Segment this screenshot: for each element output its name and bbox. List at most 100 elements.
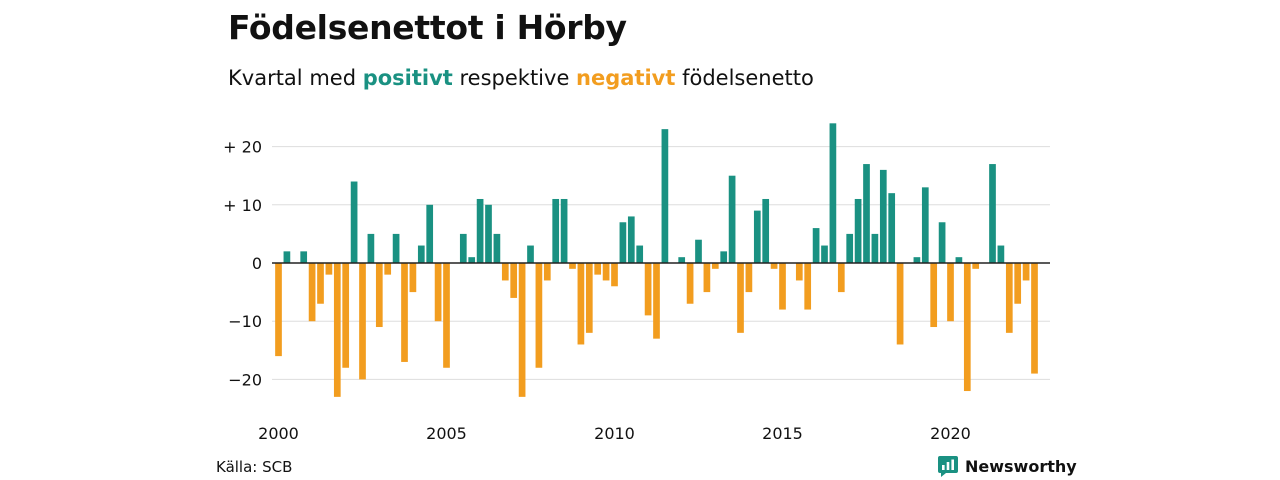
data-bar (795, 263, 803, 281)
chart-subtitle: Kvartal med positivt respektive negativt… (228, 66, 814, 90)
y-tick-label: −10 (228, 312, 262, 331)
data-bar (737, 263, 744, 333)
data-bar (434, 263, 442, 322)
data-bar (417, 245, 425, 263)
data-bar (527, 245, 534, 263)
x-tick-label: 2000 (258, 424, 299, 443)
data-bar (997, 245, 1005, 263)
data-bar (283, 251, 291, 263)
chart-title: Födelsenettot i Hörby (228, 8, 627, 47)
data-bar (409, 263, 417, 293)
data-bar (678, 257, 686, 263)
data-bar (317, 263, 324, 304)
data-bar (493, 233, 501, 263)
data-bar (989, 164, 996, 263)
data-bar (501, 263, 509, 281)
data-bar (888, 193, 896, 263)
data-bar (770, 263, 778, 269)
subtitle-positive-word: positivt (362, 66, 453, 90)
data-bar (762, 198, 770, 263)
y-tick-label: + 20 (223, 138, 262, 157)
subtitle-negative-word: negativt (576, 66, 676, 90)
data-bar (879, 169, 887, 263)
data-bar (1022, 263, 1030, 281)
data-bar (510, 263, 518, 298)
data-bar (829, 123, 837, 263)
data-bar (350, 181, 358, 263)
data-bar (779, 263, 786, 310)
data-bar (342, 263, 350, 368)
y-tick-label: −20 (228, 370, 262, 389)
data-bar (543, 263, 551, 281)
source-note: Källa: SCB (216, 458, 293, 476)
data-bar (401, 263, 408, 362)
data-bar (711, 263, 719, 269)
subtitle-middle: respektive (452, 66, 577, 90)
data-bar (367, 233, 375, 263)
data-bar (972, 263, 980, 269)
data-bar (577, 263, 585, 345)
data-bar (947, 263, 954, 322)
data-bar (930, 263, 938, 328)
data-bar (863, 164, 870, 263)
data-bar (594, 263, 602, 275)
data-bar (325, 263, 333, 275)
subtitle-suffix: födelsenetto (675, 66, 814, 90)
subtitle-prefix: Kvartal med (228, 66, 363, 90)
data-bar (728, 175, 736, 263)
data-bar (846, 233, 854, 263)
data-bar (535, 263, 543, 368)
data-bar (300, 251, 308, 263)
data-bar (686, 263, 694, 304)
data-bar (443, 263, 450, 368)
data-bar (518, 263, 526, 397)
data-bar (695, 239, 702, 263)
data-bar (552, 198, 560, 263)
data-bar (359, 263, 366, 380)
data-bar (569, 263, 576, 269)
data-bar (896, 263, 904, 345)
data-bar (1005, 263, 1013, 333)
data-bar (653, 263, 660, 339)
brand-name: Newsworthy (965, 456, 1077, 476)
data-bar (627, 216, 635, 263)
data-bar (585, 263, 593, 333)
y-tick-label: 0 (252, 254, 262, 273)
data-bar (753, 210, 761, 263)
data-bar (1031, 263, 1038, 374)
data-bar (661, 129, 669, 263)
data-bar (426, 204, 434, 263)
data-bar (821, 245, 828, 263)
data-bar (938, 222, 946, 263)
data-bar (720, 251, 728, 263)
data-bar (955, 257, 963, 263)
data-bar (636, 245, 644, 263)
data-bar (745, 263, 753, 293)
data-bar (459, 233, 467, 263)
data-bar (485, 204, 492, 263)
data-bar (602, 263, 610, 281)
data-bar (913, 257, 921, 263)
data-bar (837, 263, 845, 293)
data-bar (871, 233, 879, 263)
data-bar (333, 263, 341, 397)
data-bar (392, 233, 400, 263)
data-bar (468, 257, 476, 263)
data-bar (476, 198, 484, 263)
data-bar (275, 263, 282, 357)
data-bar (703, 263, 711, 293)
data-bar (1014, 263, 1022, 304)
x-tick-label: 2005 (426, 424, 467, 443)
x-tick-label: 2010 (594, 424, 635, 443)
data-bar (854, 198, 862, 263)
data-bar (560, 198, 568, 263)
x-tick-label: 2020 (930, 424, 971, 443)
data-bar (619, 222, 627, 263)
data-bar (921, 187, 929, 263)
newsworthy-chart-bubble-icon (938, 455, 958, 477)
data-bar (375, 263, 383, 328)
x-tick-label: 2015 (762, 424, 803, 443)
data-bar (644, 263, 652, 316)
data-bar (963, 263, 971, 392)
